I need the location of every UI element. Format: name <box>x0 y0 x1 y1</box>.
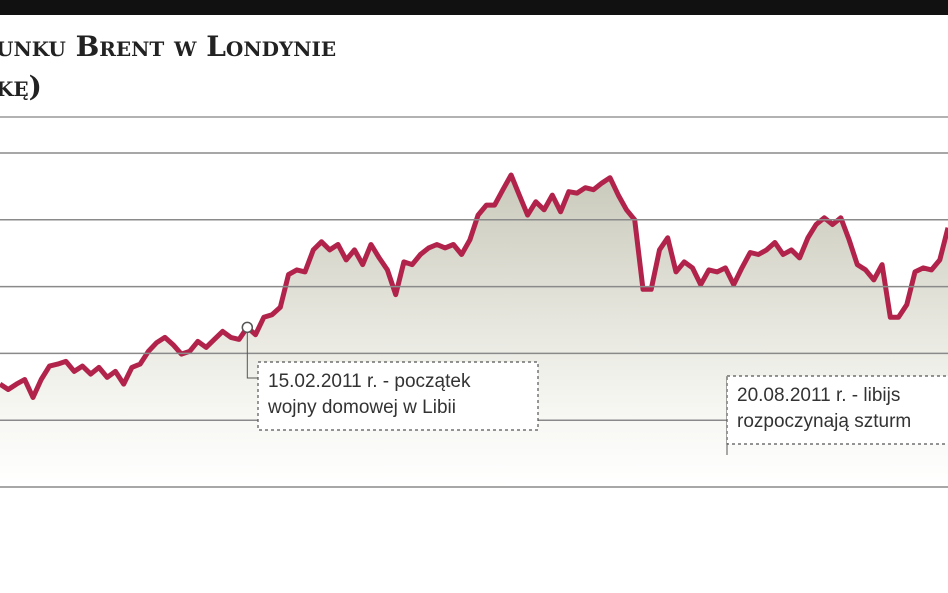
top-bar <box>0 0 948 15</box>
chart-subtitle: kę) <box>0 70 42 103</box>
annotation-box <box>726 375 948 445</box>
annotation-text: rozpoczynają szturm <box>737 411 911 432</box>
leader-line <box>246 327 258 379</box>
annotation-box <box>257 361 539 431</box>
area <box>0 175 948 487</box>
price-line <box>0 172 948 400</box>
event-marker <box>241 321 254 334</box>
annotation-text: 20.08.2011 r. - libijs <box>737 385 900 406</box>
annotation-text: wojny domowej w Libii <box>267 397 456 418</box>
annotation-text: 15.02.2011 r. - początek <box>268 371 471 392</box>
chart-title: unku Brent w Londynie <box>0 30 336 63</box>
